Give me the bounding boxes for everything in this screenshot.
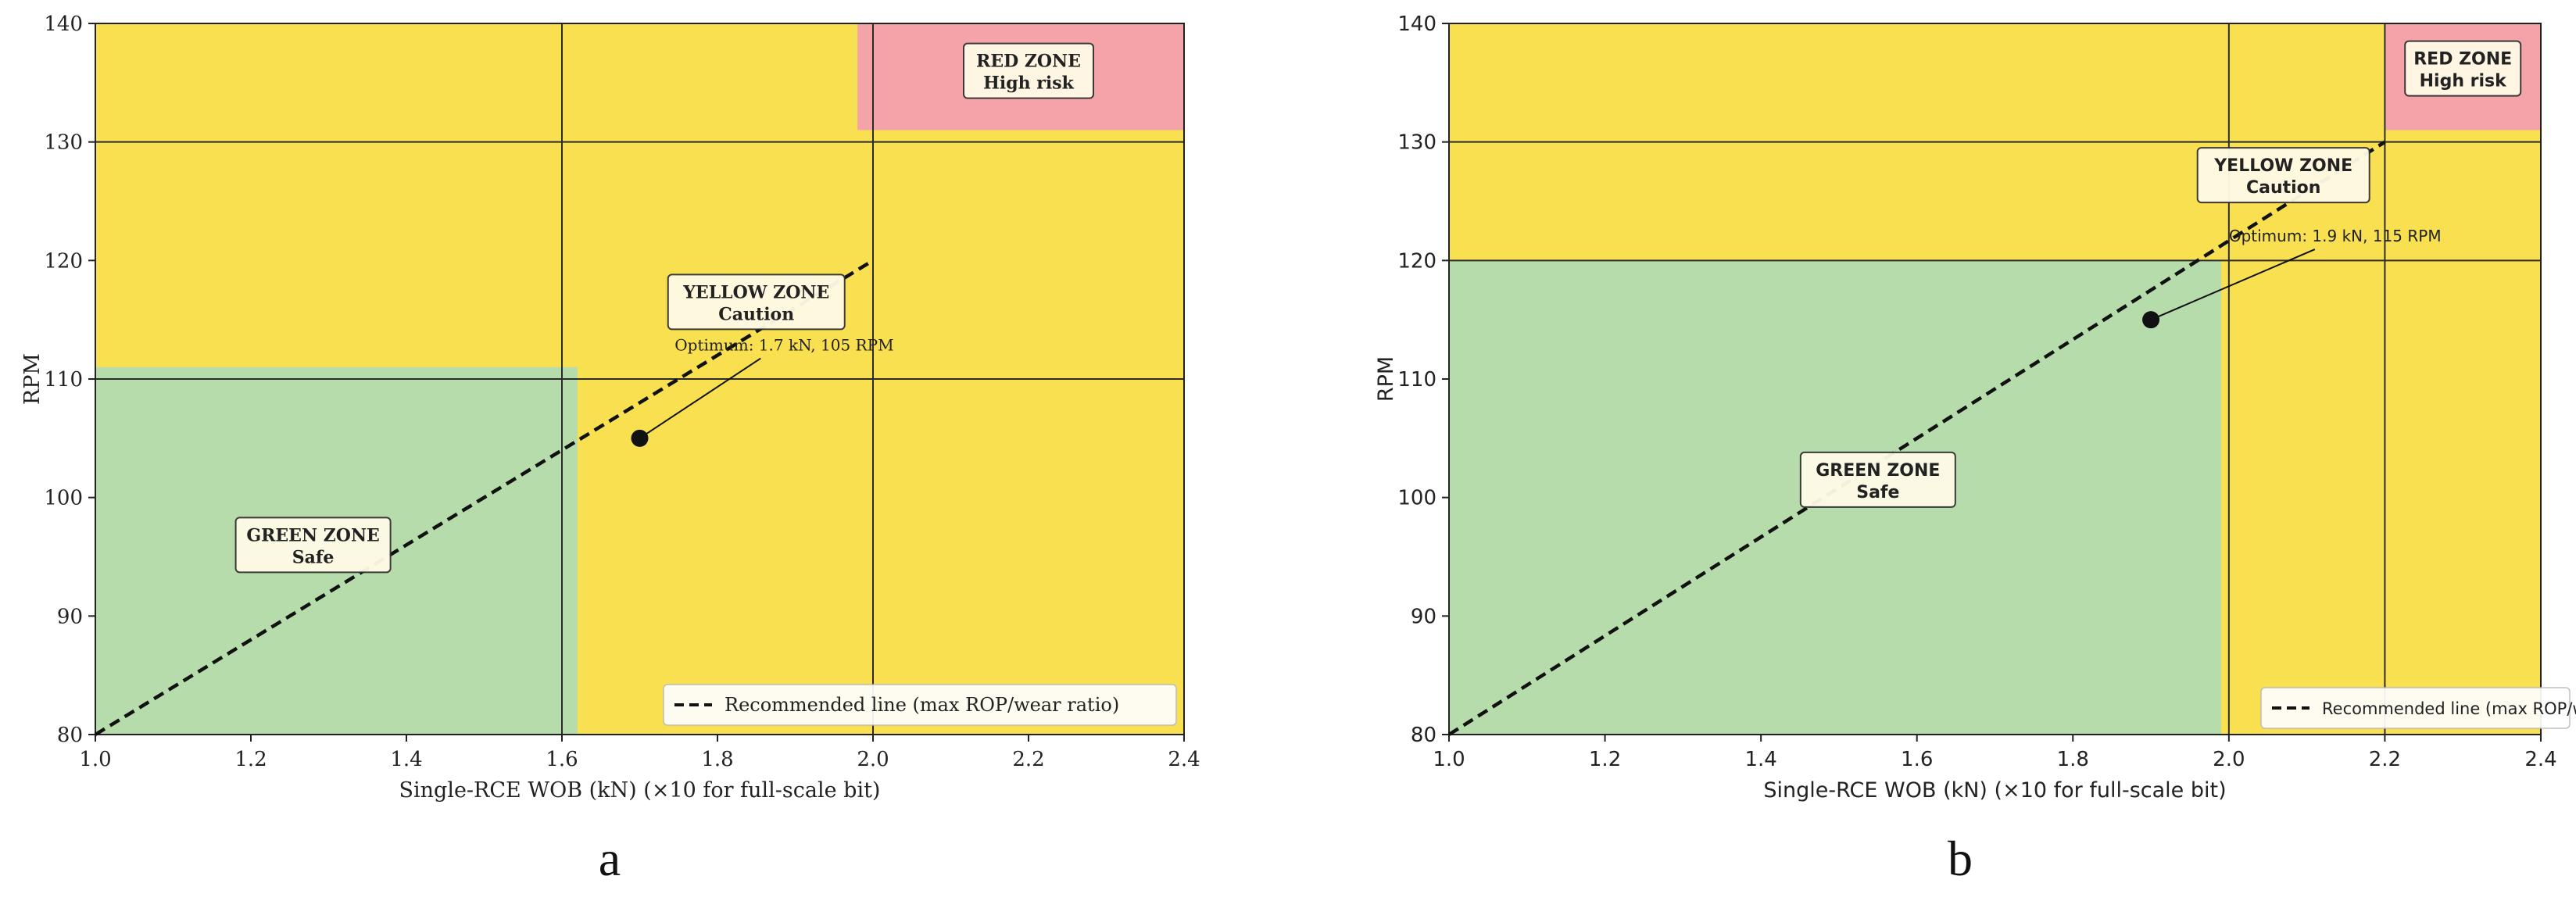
optimum-label: Optimum: 1.7 kN, 105 RPM [674, 336, 893, 355]
yellow-zone-label-title: YELLOW ZONE [2213, 156, 2352, 176]
y-axis-label: RPM [20, 353, 45, 405]
recommended-line [94, 259, 875, 736]
green-zone-label: GREEN ZONE Safe [1799, 451, 1956, 508]
y-tick-label: 90 [57, 605, 83, 628]
yellow-zone-label-subtitle: Caution [2246, 178, 2321, 198]
y-tick-label: 120 [1397, 249, 1436, 273]
x-tick-label: 1.6 [546, 748, 578, 771]
y-tick-label: 140 [44, 13, 83, 36]
legend: Recommended line (max ROP/wear ratio) [663, 684, 1177, 726]
legend-box [2260, 687, 2571, 729]
green-zone-label-title: GREEN ZONE [246, 525, 379, 545]
yellow-zone-label-title: YELLOW ZONE [682, 282, 829, 302]
x-tick-label: 1.6 [1901, 748, 1933, 771]
green-zone-label-subtitle: Safe [292, 547, 335, 567]
y-tick-label: 100 [44, 487, 83, 510]
yellow-zone-label-box [667, 274, 846, 331]
green-zone-label-title: GREEN ZONE [1816, 461, 1940, 481]
optimum-point [2142, 311, 2160, 329]
legend: Recommended line (max ROP/wear ratio) [2260, 687, 2576, 729]
legend-box [663, 684, 1177, 726]
x-tick-label: 2.2 [1012, 748, 1044, 771]
y-tick-label: 130 [1397, 131, 1436, 155]
yellow-zone-label-box [2196, 147, 2370, 204]
x-tick-label: 1.8 [2057, 748, 2089, 771]
panel-letter: a [599, 831, 621, 886]
red-zone-label-title: RED ZONE [2413, 50, 2512, 70]
red-zone-label: RED ZONE High risk [2404, 40, 2522, 97]
red-zone-label-title: RED ZONE [976, 52, 1081, 72]
green-zone-label-box [1799, 451, 1956, 508]
y-tick-label: 120 [44, 249, 83, 273]
y-tick-label: 100 [1397, 487, 1436, 510]
red-zone-label-box [963, 42, 1094, 99]
red-zone-label-subtitle: High risk [2420, 72, 2508, 91]
x-tick-label: 1.8 [701, 748, 733, 771]
y-tick-label: 140 [1397, 13, 1436, 36]
optimum-leader-line [2150, 248, 2316, 321]
x-tick-label: 1.0 [79, 748, 111, 771]
x-axis-label: Single-RCE WOB (kN) (×10 for full-scale … [1763, 778, 2226, 803]
y-tick-label: 90 [1411, 605, 1436, 628]
recommended-line [1447, 140, 2386, 736]
red-zone-label-subtitle: High risk [983, 73, 1075, 94]
x-tick-label: 2.2 [2369, 748, 2401, 771]
y-tick-label: 110 [44, 368, 83, 392]
legend-entry: Recommended line (max ROP/wear ratio) [2322, 699, 2576, 718]
y-tick-label: 130 [44, 131, 83, 155]
legend-entry: Recommended line (max ROP/wear ratio) [724, 694, 1119, 716]
chart-panel-b: 1.0 1.2 1.4 1.6 1.8 2.0 2.2 2.4 80 90 100 110 120 130… [1288, 0, 2576, 897]
optimum-leader-line [639, 357, 761, 439]
chart-a-svg: 1.0 1.2 1.4 1.6 1.8 2.0 2.2 2.4 80 90 100 110 120 130… [20, 13, 1200, 886]
green-zone-label-subtitle: Safe [1856, 483, 1899, 502]
x-tick-label: 1.0 [1433, 748, 1465, 771]
y-tick-label: 80 [57, 724, 83, 747]
x-tick-label: 2.0 [857, 748, 889, 771]
y-axis-label: RPM [1374, 356, 1398, 402]
chart-panel-a: 1.0 1.2 1.4 1.6 1.8 2.0 2.2 2.4 80 90 100 110 120 130… [0, 0, 1288, 897]
x-tick-label: 1.2 [1589, 748, 1621, 771]
optimum-point [631, 429, 649, 447]
x-tick-label: 2.4 [2524, 748, 2556, 771]
panel-letter: b [1948, 831, 1973, 886]
optimum-label: Optimum: 1.9 kN, 115 RPM [2229, 227, 2442, 245]
x-tick-label: 2.4 [1168, 748, 1200, 771]
x-tick-label: 1.4 [1744, 748, 1776, 771]
yellow-zone-label-subtitle: Caution [718, 304, 794, 324]
red-zone-label-box [2404, 40, 2522, 97]
x-tick-label: 2.0 [2213, 748, 2245, 771]
green-zone-label-box [234, 517, 392, 574]
x-axis-label: Single-RCE WOB (kN) (×10 for full-scale … [399, 778, 881, 803]
y-tick-label: 80 [1411, 724, 1436, 747]
chart-b-svg: 1.0 1.2 1.4 1.6 1.8 2.0 2.2 2.4 80 90 100 110 120 130… [1374, 13, 2576, 886]
y-tick-label: 110 [1397, 368, 1436, 392]
x-tick-label: 1.2 [234, 748, 267, 771]
x-tick-label: 1.4 [390, 748, 422, 771]
